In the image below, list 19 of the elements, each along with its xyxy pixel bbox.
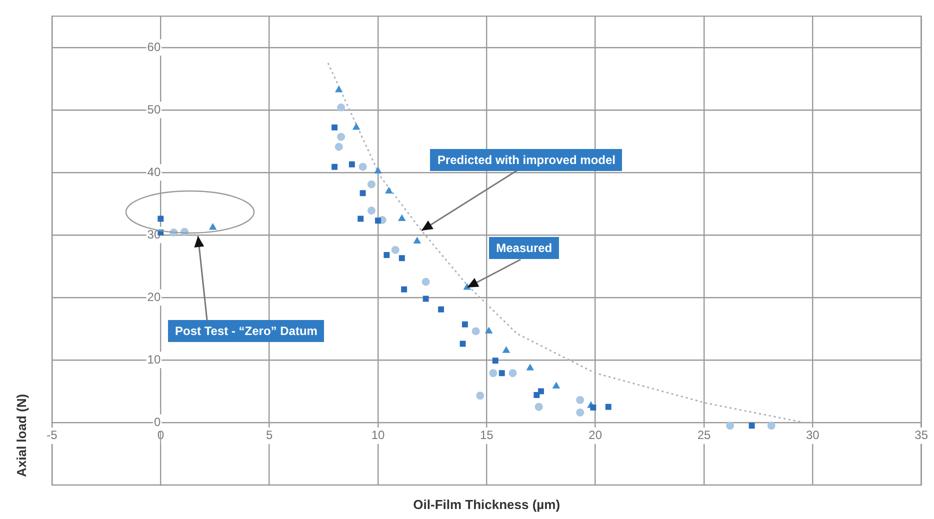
x-tick-label: 20 [588, 428, 602, 442]
x-tick-label: 10 [371, 428, 385, 442]
x-tick-label: 5 [266, 428, 273, 442]
x-tick-label: 35 [914, 428, 928, 442]
x-tick-label: -5 [46, 428, 58, 442]
annotation: Post Test - “Zero” Datum [168, 320, 324, 342]
y-tick-label: 50 [147, 102, 161, 116]
annotation: Measured [489, 237, 560, 260]
y-tick-label: 60 [147, 40, 161, 54]
x-axis-title: Oil-Film Thickness (µm) [413, 497, 560, 512]
y-tick-label: 0 [154, 414, 161, 429]
y-tick-label: 20 [147, 290, 161, 304]
x-tick-label: 15 [480, 428, 494, 442]
x-tick-label: 25 [697, 428, 711, 442]
y-axis-title: Axial load (N) [14, 394, 29, 477]
annotation: Predicted with improved model [430, 148, 622, 171]
x-tick-label: 30 [806, 428, 820, 442]
y-tick-label: 40 [147, 164, 161, 179]
y-tick-label: 10 [147, 352, 161, 366]
